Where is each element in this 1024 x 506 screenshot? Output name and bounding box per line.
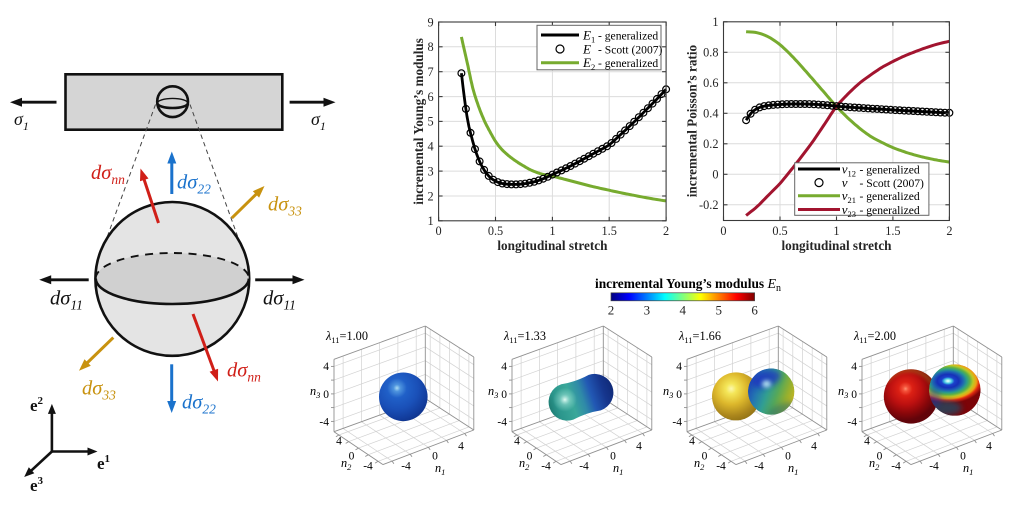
svg-text:n3: n3 bbox=[663, 384, 673, 400]
svg-text:λ11=1.33: λ11=1.33 bbox=[503, 329, 546, 345]
svg-text:λ11=1.00: λ11=1.00 bbox=[325, 329, 368, 345]
svg-text:1.5: 1.5 bbox=[602, 224, 617, 238]
svg-text:-4: -4 bbox=[541, 461, 551, 473]
svg-text:0: 0 bbox=[676, 389, 682, 401]
svg-text:-4: -4 bbox=[754, 461, 764, 473]
svg-text:4: 4 bbox=[458, 441, 464, 453]
svg-text:1.5: 1.5 bbox=[885, 224, 900, 238]
svg-text:λ11=1.66: λ11=1.66 bbox=[678, 329, 721, 345]
svg-text:E- Scott (2007): E- Scott (2007) bbox=[582, 41, 663, 56]
svg-text:4: 4 bbox=[336, 436, 342, 448]
svg-text:n3: n3 bbox=[838, 384, 848, 400]
svg-text:0.2: 0.2 bbox=[703, 137, 718, 151]
svg-text:6: 6 bbox=[751, 303, 758, 318]
svg-text:0.8: 0.8 bbox=[703, 46, 718, 60]
svg-text:0: 0 bbox=[702, 451, 708, 463]
svg-text:2: 2 bbox=[608, 303, 615, 318]
svg-text:1: 1 bbox=[549, 224, 555, 238]
svg-text:-4: -4 bbox=[929, 461, 939, 473]
svg-text:λ11=2.00: λ11=2.00 bbox=[853, 329, 896, 345]
svg-text:0: 0 bbox=[527, 451, 533, 463]
svg-text:4: 4 bbox=[851, 361, 857, 373]
svg-text:0: 0 bbox=[610, 451, 616, 463]
svg-text:-4: -4 bbox=[716, 461, 726, 473]
svg-text:1: 1 bbox=[427, 214, 433, 228]
svg-text:1: 1 bbox=[712, 15, 718, 29]
svg-text:E2 - generalized: E2 - generalized bbox=[582, 55, 658, 72]
svg-text:0: 0 bbox=[851, 389, 857, 401]
svg-text:4: 4 bbox=[676, 361, 682, 373]
svg-text:incremental Young’s modulus En: incremental Young’s modulus En bbox=[595, 276, 781, 294]
svg-text:0: 0 bbox=[785, 451, 791, 463]
svg-text:longitudinal stretch: longitudinal stretch bbox=[497, 238, 608, 253]
svg-text:ν- Scott (2007): ν- Scott (2007) bbox=[842, 175, 924, 190]
svg-text:3: 3 bbox=[644, 303, 651, 318]
svg-text:-4: -4 bbox=[847, 416, 857, 428]
svg-text:-0.2: -0.2 bbox=[699, 198, 718, 212]
svg-text:incremental Young’s modulus: incremental Young’s modulus bbox=[411, 38, 426, 205]
svg-text:0: 0 bbox=[432, 451, 438, 463]
svg-text:n2: n2 bbox=[694, 456, 705, 472]
svg-text:-4: -4 bbox=[401, 461, 411, 473]
svg-text:n1: n1 bbox=[613, 461, 623, 477]
svg-text:9: 9 bbox=[427, 15, 433, 29]
svg-text:0: 0 bbox=[720, 224, 726, 238]
svg-text:-4: -4 bbox=[672, 416, 682, 428]
svg-text:incremental Poisson’s ratio: incremental Poisson’s ratio bbox=[685, 45, 700, 198]
svg-text:4: 4 bbox=[323, 361, 329, 373]
svg-text:4: 4 bbox=[811, 441, 817, 453]
svg-text:-4: -4 bbox=[363, 461, 373, 473]
svg-text:8: 8 bbox=[427, 40, 433, 54]
svg-text:7: 7 bbox=[427, 65, 433, 79]
svg-text:ν23 - generalized: ν23 - generalized bbox=[842, 202, 920, 219]
svg-text:n1: n1 bbox=[788, 461, 798, 477]
svg-text:4: 4 bbox=[986, 441, 992, 453]
svg-text:n2: n2 bbox=[869, 456, 880, 472]
svg-text:0.6: 0.6 bbox=[703, 76, 718, 90]
svg-text:2: 2 bbox=[946, 224, 952, 238]
svg-text:5: 5 bbox=[427, 115, 433, 129]
svg-text:0.4: 0.4 bbox=[703, 107, 718, 121]
svg-text:0.5: 0.5 bbox=[488, 224, 503, 238]
svg-text:-4: -4 bbox=[891, 461, 901, 473]
svg-text:4: 4 bbox=[689, 436, 695, 448]
svg-text:0: 0 bbox=[712, 168, 718, 182]
svg-text:1: 1 bbox=[833, 224, 839, 238]
svg-text:0: 0 bbox=[349, 451, 355, 463]
svg-text:0: 0 bbox=[501, 389, 507, 401]
svg-text:2: 2 bbox=[663, 224, 669, 238]
svg-text:n1: n1 bbox=[963, 461, 973, 477]
svg-text:4: 4 bbox=[680, 303, 687, 318]
svg-text:-4: -4 bbox=[497, 416, 507, 428]
svg-text:n1: n1 bbox=[435, 461, 445, 477]
svg-text:0.5: 0.5 bbox=[772, 224, 787, 238]
svg-text:-4: -4 bbox=[579, 461, 589, 473]
svg-text:4: 4 bbox=[864, 436, 870, 448]
svg-text:4: 4 bbox=[514, 436, 520, 448]
svg-text:0: 0 bbox=[436, 224, 442, 238]
svg-text:4: 4 bbox=[501, 361, 507, 373]
svg-text:ν12 - generalized: ν12 - generalized bbox=[842, 161, 920, 178]
svg-text:4: 4 bbox=[636, 441, 642, 453]
svg-text:n3: n3 bbox=[488, 384, 498, 400]
svg-text:n3: n3 bbox=[310, 384, 320, 400]
svg-text:6: 6 bbox=[427, 90, 433, 104]
svg-text:ν21 - generalized: ν21 - generalized bbox=[842, 188, 920, 205]
svg-text:3: 3 bbox=[427, 164, 433, 178]
svg-text:0: 0 bbox=[960, 451, 966, 463]
svg-text:-4: -4 bbox=[319, 416, 329, 428]
svg-text:2: 2 bbox=[427, 189, 433, 203]
svg-text:0: 0 bbox=[877, 451, 883, 463]
svg-text:4: 4 bbox=[427, 140, 433, 154]
svg-text:n2: n2 bbox=[519, 456, 530, 472]
svg-text:0: 0 bbox=[323, 389, 329, 401]
svg-text:5: 5 bbox=[715, 303, 722, 318]
svg-text:E1 - generalized: E1 - generalized bbox=[582, 27, 658, 44]
svg-text:longitudinal stretch: longitudinal stretch bbox=[781, 238, 892, 253]
svg-text:n2: n2 bbox=[341, 456, 352, 472]
